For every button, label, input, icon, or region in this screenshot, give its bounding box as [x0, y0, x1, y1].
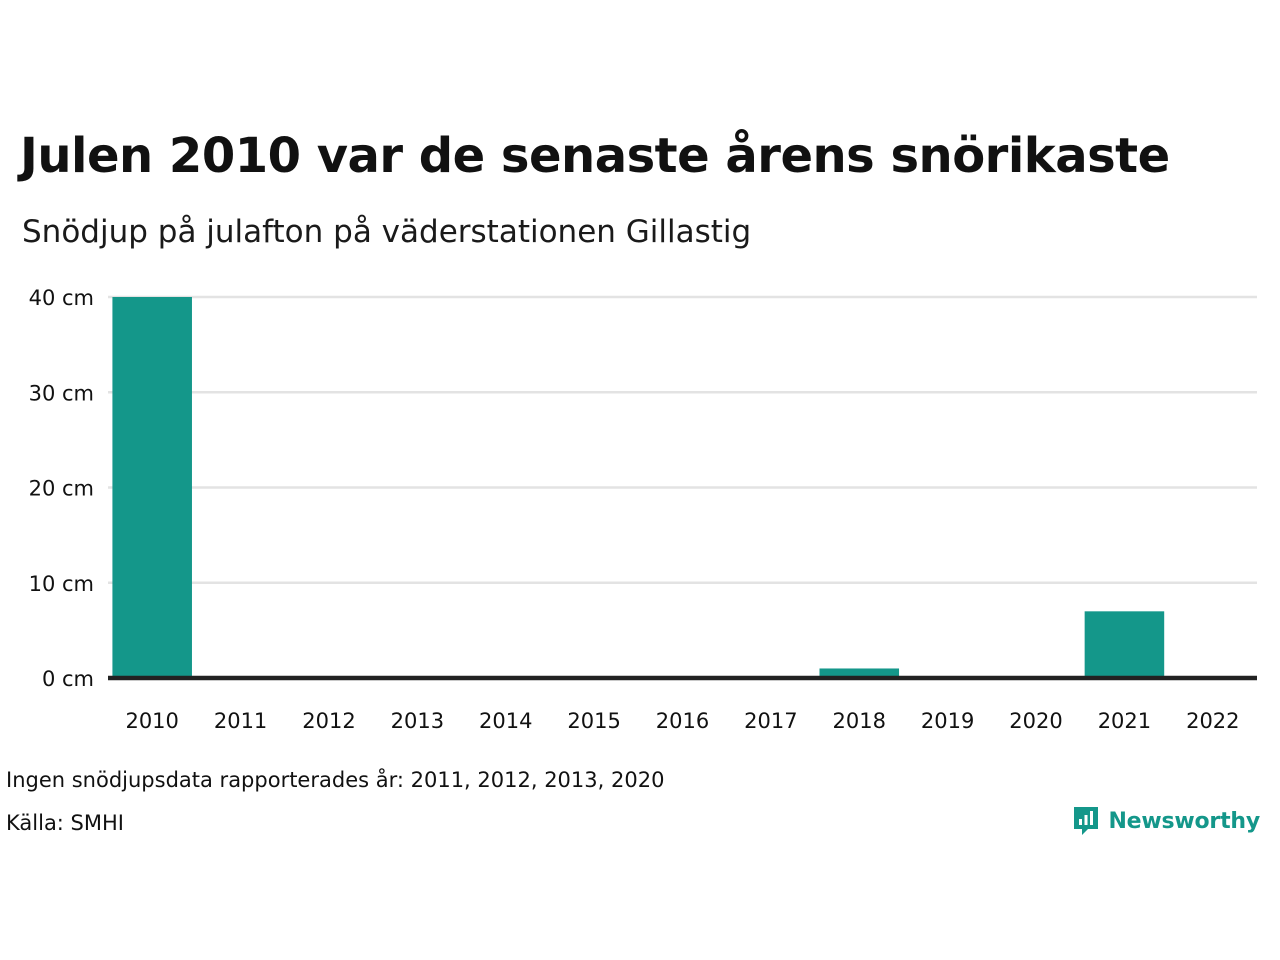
gridlines — [108, 295, 1257, 584]
x-tick-label: 2016 — [656, 709, 709, 733]
y-tick-label: 30 cm — [29, 381, 94, 405]
missing-data-note: Ingen snödjupsdata rapporterades år: 201… — [6, 768, 665, 792]
chart-subtitle: Snödjup på julafton på väderstationen Gi… — [22, 214, 752, 250]
chart-title: Julen 2010 var de senaste årens snörikas… — [20, 128, 1170, 184]
x-tick-label: 2019 — [921, 709, 974, 733]
x-tick-label: 2021 — [1098, 709, 1151, 733]
bar-2021 — [1084, 611, 1165, 678]
x-tick-label: 2015 — [567, 709, 620, 733]
x-tick-labels: 2010 2011 2012 2013 2014 2015 2016 2017 2018 2019… — [125, 709, 1239, 733]
brand-logo: Newsworthy — [1072, 805, 1260, 837]
newsworthy-logo-icon — [1074, 807, 1099, 835]
bars — [112, 297, 1165, 678]
bar-2018 — [819, 668, 900, 678]
x-tick-label: 2018 — [833, 709, 886, 733]
source-note: Källa: SMHI — [6, 811, 124, 835]
y-tick-label: 10 cm — [29, 572, 94, 596]
brand-name: Newsworthy — [1108, 808, 1260, 834]
y-tick-label: 40 cm — [29, 286, 94, 310]
x-tick-label: 2012 — [302, 709, 355, 733]
x-tick-label: 2022 — [1186, 709, 1239, 733]
bar-2010 — [112, 297, 192, 678]
y-tick-label: 0 cm — [42, 667, 94, 691]
x-tick-label: 2010 — [125, 709, 178, 733]
x-tick-label: 2017 — [744, 709, 797, 733]
x-tick-label: 2014 — [479, 709, 532, 733]
y-tick-label: 20 cm — [29, 477, 94, 501]
x-tick-label: 2013 — [391, 709, 444, 733]
x-tick-label: 2011 — [214, 709, 267, 733]
y-tick-labels: 0 cm 10 cm 20 cm 30 cm 40 cm — [29, 286, 94, 691]
x-tick-label: 2020 — [1009, 709, 1062, 733]
